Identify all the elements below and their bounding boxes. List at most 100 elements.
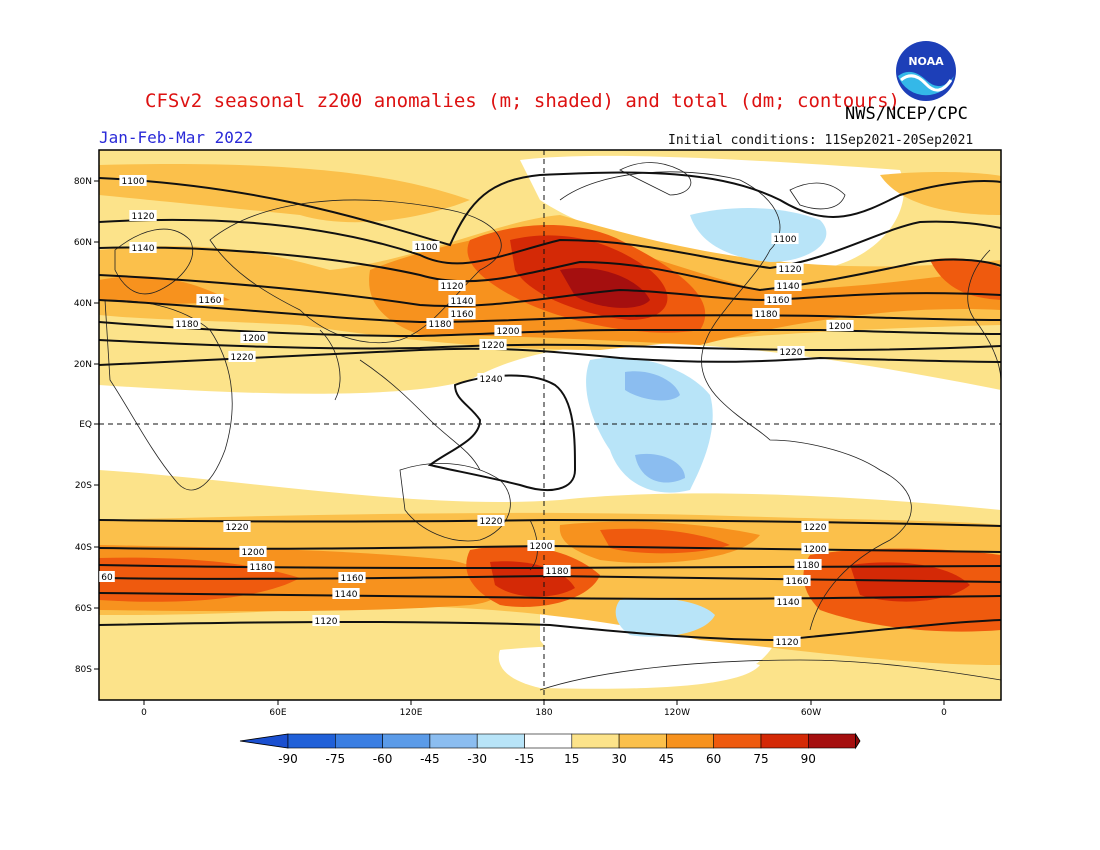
contour-label-bg [196, 294, 224, 305]
contour-label-bg [776, 263, 804, 274]
contour-label-text: 1100 [415, 243, 438, 253]
contour-label-text: 1140 [451, 297, 474, 307]
contour-label: 1120 [773, 636, 801, 648]
contour-label-bg [477, 373, 505, 384]
contour-label-text: 1100 [122, 177, 145, 187]
contour-label: 1180 [543, 565, 571, 577]
contour-label-bg [99, 571, 115, 582]
colorbar-swatch [334, 733, 383, 749]
contour-label-bg [771, 233, 799, 244]
lat-label: 80N [74, 177, 92, 187]
contour-label-bg [228, 351, 256, 362]
contour-label-bg [826, 320, 854, 331]
source-label: NWS/NCEP/CPC [845, 104, 968, 124]
contour-label: 1140 [774, 596, 802, 608]
contour-label-text: 1180 [250, 563, 273, 573]
svg-text:NOAA: NOAA [908, 55, 944, 68]
contour-label-bg [448, 295, 476, 306]
lat-label: 40N [74, 299, 92, 309]
lat-label: 60N [74, 238, 92, 248]
contour-label: 1100 [119, 175, 147, 187]
colorbar: -90 -75 -60 -45 -30 -15 15 30 45 60 75 90 [239, 732, 861, 766]
contour-label-text: 1160 [767, 296, 790, 306]
contour-label-text: 1120 [441, 282, 464, 292]
contour-label-bg [247, 561, 275, 572]
contour-label: 1180 [247, 561, 275, 573]
lat-label: EQ [79, 420, 92, 430]
colorbar-swatch [666, 733, 715, 749]
contour-label-text: 1180 [176, 320, 199, 330]
contour-label: 1120 [129, 210, 157, 222]
colorbar-swatch [713, 733, 762, 749]
contour-label-text: 1120 [776, 638, 799, 648]
colorbar-swatch [760, 733, 809, 749]
colorbar-tick-label: -45 [420, 752, 440, 766]
contour-label: 1160 [338, 572, 366, 584]
contour-label-text: 1220 [804, 523, 827, 533]
colorbar-tick-label: 45 [659, 752, 674, 766]
contour-label-bg [543, 565, 571, 576]
colorbar-swatch [618, 733, 667, 749]
contour-label-text: 1140 [132, 244, 155, 254]
contour-label: 1200 [527, 540, 555, 552]
contour-label-text: 1220 [231, 353, 254, 363]
contour-label-bg [438, 280, 466, 291]
contour-label-bg [426, 318, 454, 329]
contour-label-bg [448, 308, 476, 319]
colorbar-swatch [571, 733, 620, 749]
map-frame [98, 149, 1002, 701]
colorbar-tick-label: 60 [706, 752, 721, 766]
lon-label: 60W [801, 708, 821, 718]
contour-label-bg [479, 339, 507, 350]
contour-label-bg [794, 559, 822, 570]
contour-label-bg [477, 515, 505, 526]
contour-label: 1160 [196, 294, 224, 306]
contour-label-bg [527, 540, 555, 551]
contour-label-bg [494, 325, 522, 336]
contour-label-text: 1200 [804, 545, 827, 555]
contour-label-text: 1120 [315, 617, 338, 627]
contour-label-text: 1120 [132, 212, 155, 222]
contour-label-bg [312, 615, 340, 626]
contour-label-bg [119, 175, 147, 186]
contour-label-text: 1220 [480, 517, 503, 527]
contour-label: 1200 [240, 332, 268, 344]
contour-label: 1100 [412, 241, 440, 253]
colorbar-tick-label: -90 [278, 752, 298, 766]
contour-label-text: 1200 [242, 548, 265, 558]
colorbar-tick-label: -75 [325, 752, 345, 766]
contour-label: 1180 [173, 318, 201, 330]
contour-label: 1220 [223, 521, 251, 533]
contour-label-bg [129, 210, 157, 221]
contour-label-text: 1140 [777, 282, 800, 292]
contour-label-text: 1240 [480, 375, 503, 385]
contour-label: 1160 [783, 575, 811, 587]
colorbar-swatch [807, 733, 856, 749]
contour-label-text: 1220 [780, 348, 803, 358]
forecast-period: Jan-Feb-Mar 2022 [99, 128, 254, 147]
contour-label-bg [774, 280, 802, 291]
contour-label-text: 1200 [530, 542, 553, 552]
contour-labels: 1100 1100 1100 1120 1120 1120 1120 1140 1140 1140… [99, 175, 854, 648]
contour-label-bg [223, 521, 251, 532]
noaa-logo: NOAA [896, 41, 956, 101]
contour-label-text: 1180 [546, 567, 569, 577]
colorbar-swatch [287, 733, 336, 749]
colorbar-tick-label: -60 [373, 752, 393, 766]
contour-label: 1160 [448, 308, 476, 320]
contour-label: 1120 [438, 280, 466, 292]
colorbar-low-arrow [239, 733, 289, 749]
colorbar-swatch [524, 733, 573, 749]
contour-label-text: 1220 [482, 341, 505, 351]
contour-label: 1180 [794, 559, 822, 571]
contour-label-text: 1180 [797, 561, 820, 571]
lon-label: 120W [664, 708, 690, 718]
contour-label: 1200 [826, 320, 854, 332]
contour-label: 1140 [129, 242, 157, 254]
lon-label: 0 [141, 708, 147, 718]
colorbar-tick-label: 75 [753, 752, 768, 766]
colorbar-tick-label: -30 [467, 752, 487, 766]
lat-label: 60S [75, 604, 92, 614]
longitude-labels: 0 60E 120E 180 120W 60W 0 [141, 700, 947, 718]
lat-label: 40S [75, 543, 92, 553]
